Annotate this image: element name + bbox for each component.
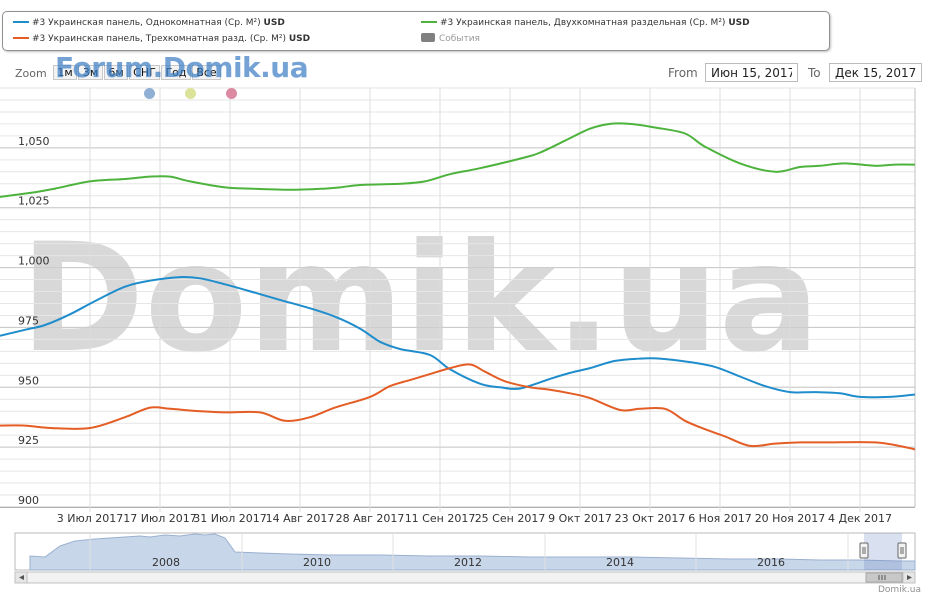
range-from-input[interactable] (705, 63, 798, 82)
scrollbar-thumb (865, 572, 903, 583)
series-line-two-room (0, 122, 916, 198)
navigator-area (29, 533, 916, 571)
navigator: 2008 2010 2012 2014 2016 (14, 532, 916, 584)
series-swatch-two-room (421, 20, 437, 23)
y-tick-label: 1,000 (18, 255, 50, 268)
scrollbar-right-arrow-icon (907, 575, 912, 580)
x-tick-label: 20 Ноя 2017 (755, 512, 826, 525)
series-swatch-one-room (13, 20, 29, 23)
zoom-1m-button[interactable]: 1м (53, 65, 77, 80)
x-tick-label: 11 Сен 2017 (405, 512, 476, 525)
legend: #3 Украинская панель, Однокомнатная (Ср.… (2, 11, 830, 51)
legend-currency-two-room: USD (728, 18, 750, 28)
range-to-label: To (808, 66, 821, 80)
series-swatch-three-room (13, 36, 29, 39)
legend-item-one-room[interactable]: #3 Украинская панель, Однокомнатная (Ср.… (13, 18, 285, 29)
legend-label-three-room: #3 Украинская панель, Трехкомнатная разд… (32, 34, 286, 44)
series-line-one-room (0, 275, 916, 399)
y-tick-label: 950 (18, 374, 39, 387)
navigator-year-label: 2008 (152, 556, 180, 569)
navigator-year-label: 2014 (606, 556, 634, 569)
x-tick-label: 4 Дек 2017 (828, 512, 892, 525)
credit-link[interactable]: Domik.ua (878, 585, 921, 595)
zoom-label: Zoom (15, 67, 47, 80)
legend-label-one-room: #3 Украинская панель, Однокомнатная (Ср.… (32, 18, 261, 28)
navigator-year-label: 2012 (454, 556, 482, 569)
zoom-3m-button[interactable]: 3м (78, 65, 103, 80)
domik-watermark: Domik.ua (20, 212, 820, 386)
flag-dot-blue[interactable] (144, 88, 155, 99)
x-tick-label: 31 Июл 2017 (193, 512, 267, 525)
navigator-handle-grip (897, 542, 907, 559)
scrollbar-track (14, 571, 916, 584)
flag-dot-yellow[interactable] (185, 88, 196, 99)
x-tick-label: 6 Ноя 2017 (688, 512, 752, 525)
x-tick-label: 25 Сен 2017 (475, 512, 546, 525)
range-from-label: From (668, 66, 698, 80)
navigator-handle[interactable] (897, 542, 907, 559)
x-tick-label: 28 Авг 2017 (336, 512, 405, 525)
forum-watermark: Forum.Domik.ua (55, 51, 309, 84)
series-line-three-room (0, 363, 916, 451)
y-tick-label: 925 (18, 434, 39, 447)
y-tick-label: 975 (18, 314, 39, 327)
navigator-scrollbar[interactable] (14, 571, 916, 584)
navigator-handle-grip (859, 542, 869, 559)
legend-label-two-room: #3 Украинская панель, Двухкомнатная разд… (440, 18, 726, 28)
legend-item-three-room[interactable]: #3 Украинская панель, Трехкомнатная разд… (13, 34, 310, 45)
navigator-handle[interactable] (859, 542, 869, 559)
navigator-selection (864, 533, 902, 570)
legend-currency-three-room: USD (288, 34, 311, 44)
x-tick-label: 17 Июл 2017 (123, 512, 197, 525)
x-tick-label: 3 Июл 2017 (57, 512, 124, 525)
flag-dot-pink[interactable] (226, 88, 237, 99)
zoom-6m-button[interactable]: 6м (104, 65, 128, 80)
events-swatch (421, 33, 435, 42)
zoom-all-button[interactable]: Все (192, 65, 221, 80)
y-tick-label: 1,025 (18, 195, 50, 208)
range-to-input[interactable] (829, 63, 922, 82)
zoom-ytd-button[interactable]: СНГ (129, 65, 160, 80)
legend-item-two-room[interactable]: #3 Украинская панель, Двухкомнатная разд… (421, 18, 750, 29)
navigator-year-label: 2010 (303, 556, 331, 569)
scrollbar-left-arrow-icon (19, 575, 24, 580)
y-tick-label: 900 (18, 494, 39, 507)
y-tick-label: 1,050 (18, 135, 50, 148)
legend-label-events: События (439, 34, 480, 44)
x-tick-label: 23 Окт 2017 (615, 512, 686, 525)
legend-currency-one-room: USD (263, 18, 285, 28)
navigator-year-label: 2016 (757, 556, 785, 569)
x-tick-label: 14 Авг 2017 (266, 512, 335, 525)
legend-item-events[interactable]: События (421, 33, 480, 45)
zoom-year-button[interactable]: Год (161, 65, 191, 80)
x-tick-label: 9 Окт 2017 (548, 512, 612, 525)
